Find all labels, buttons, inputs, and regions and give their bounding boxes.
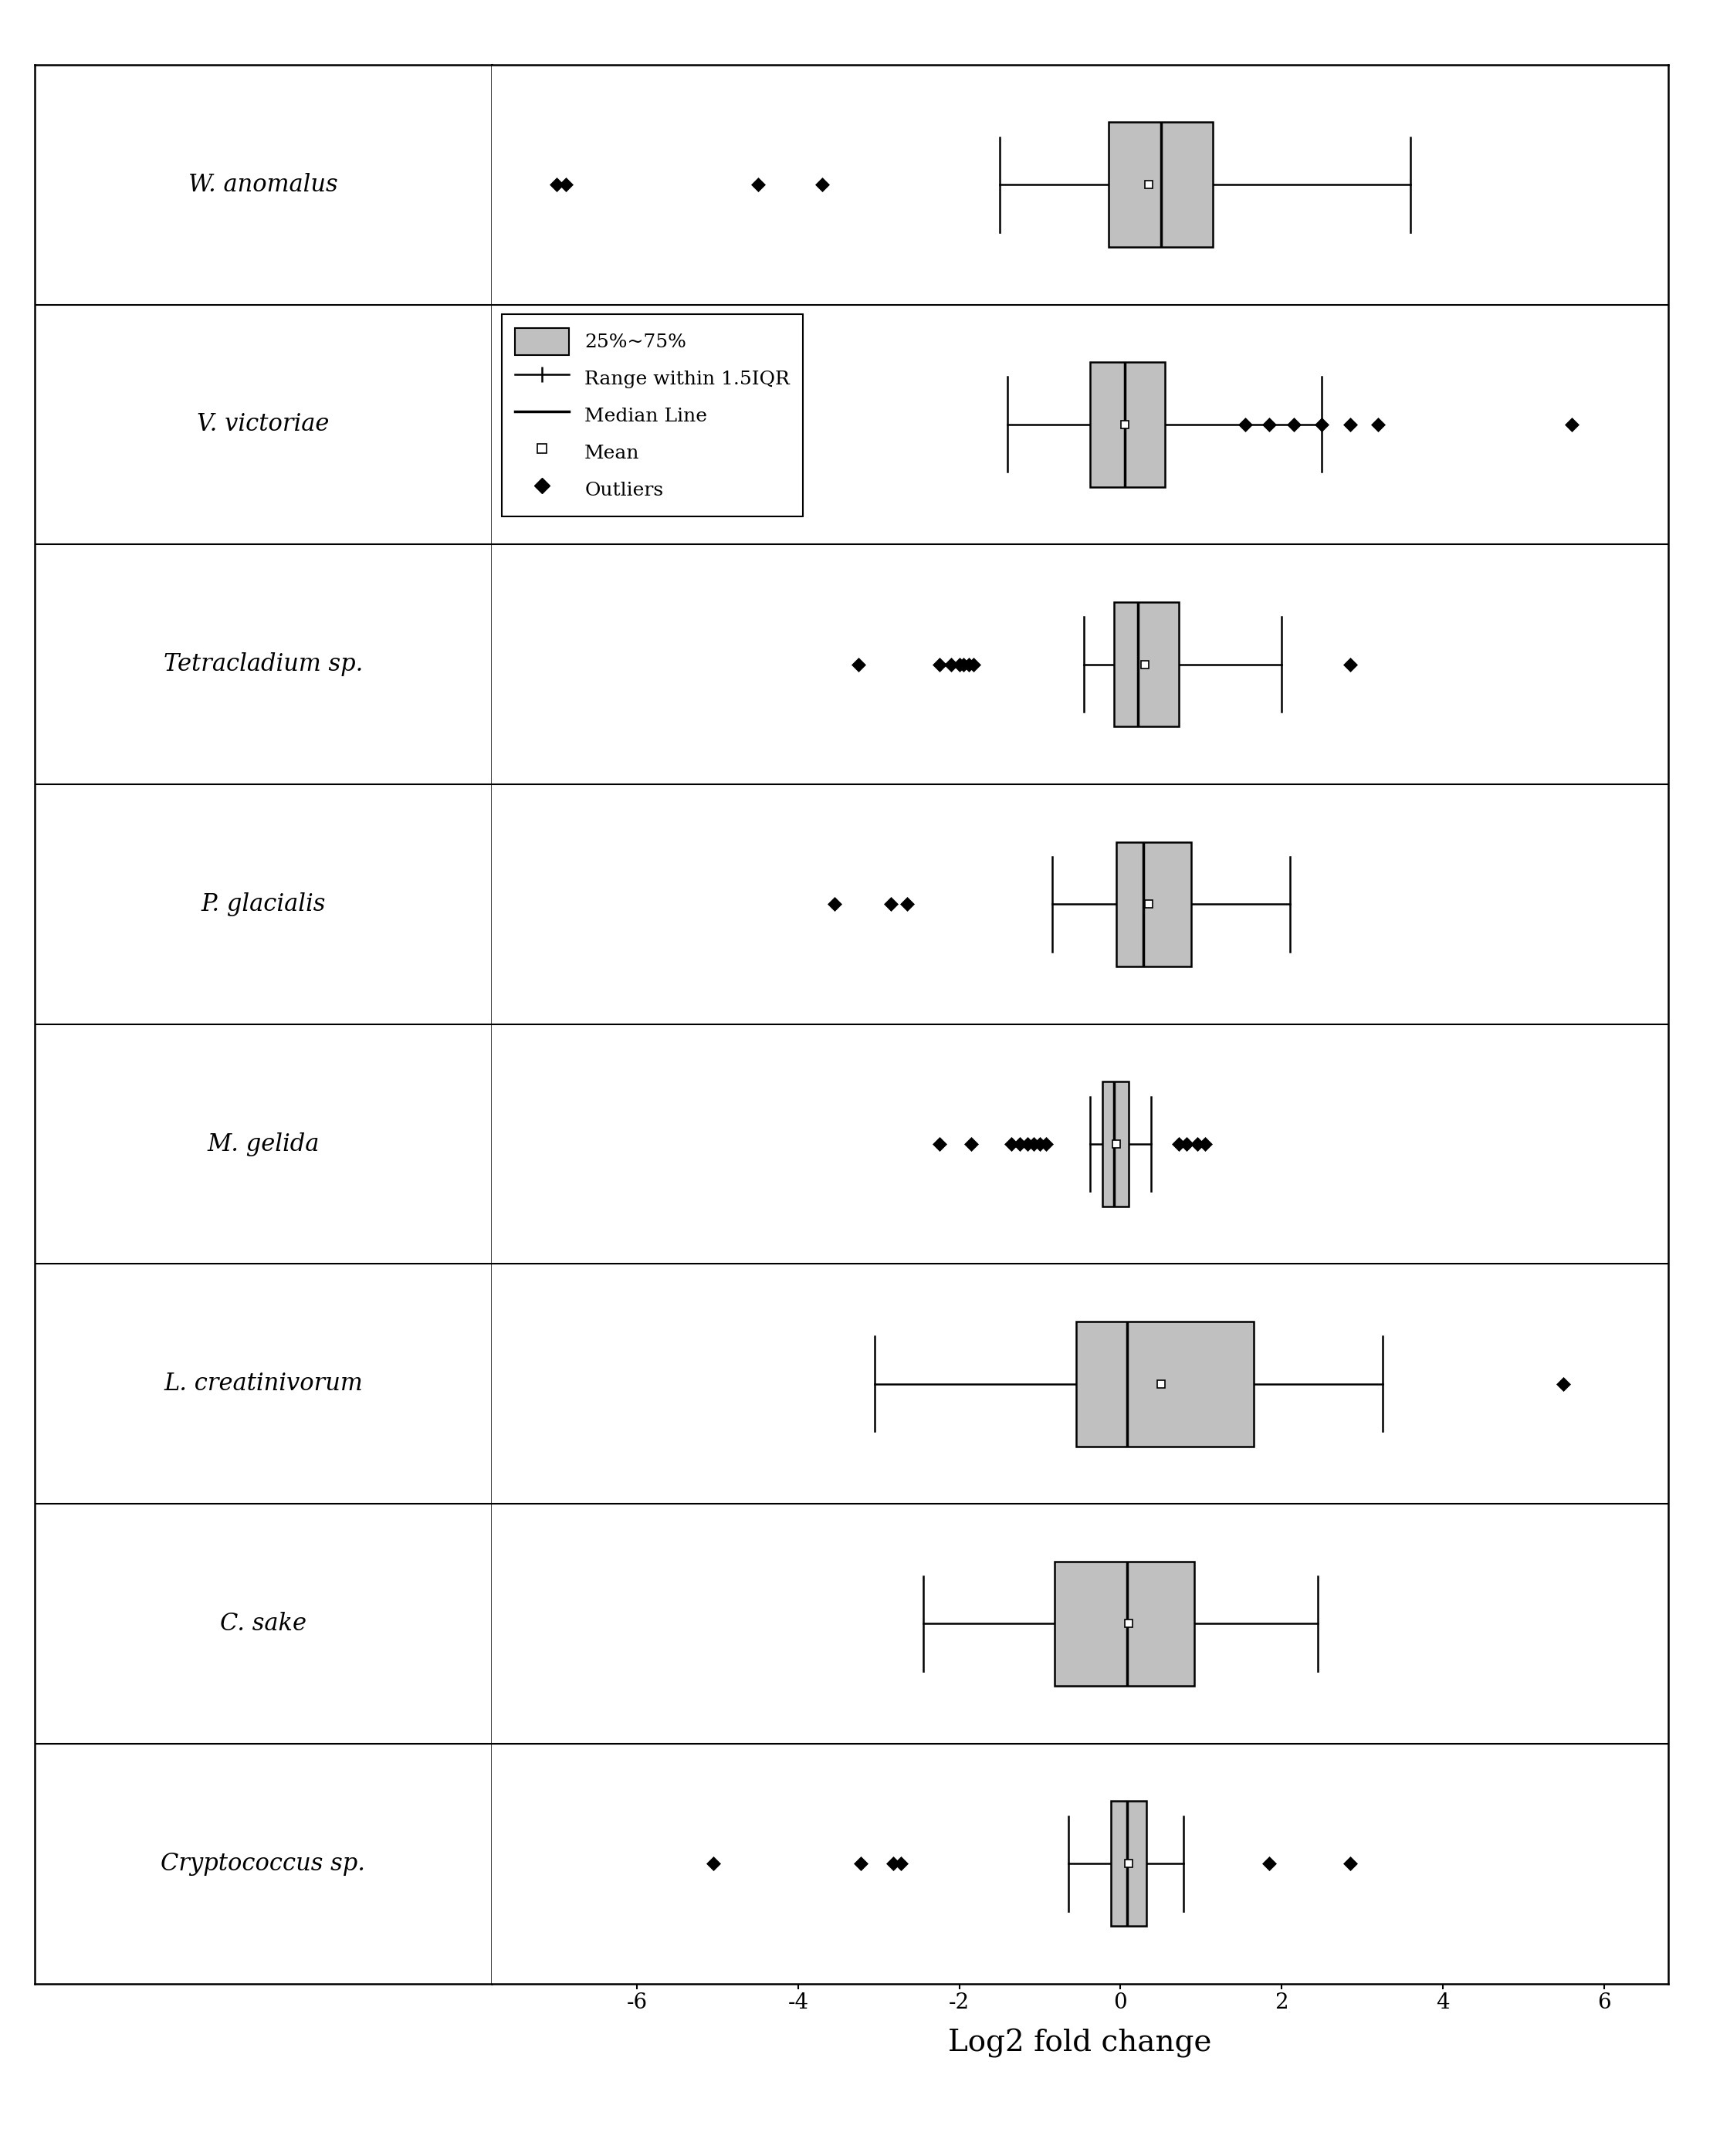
Text: M. gelida: M. gelida [206,1132,320,1156]
Bar [1054,1561,1195,1686]
Legend: 25%~75%, Range within 1.5IQR, Median Line, Mean, Outliers: 25%~75%, Range within 1.5IQR, Median Lin… [502,315,803,515]
Bar [1077,1322,1254,1447]
Text: Tetracladium sp.: Tetracladium sp. [163,653,363,677]
Bar [1090,362,1164,487]
Text: P. glacialis: P. glacialis [201,893,325,916]
Bar [1116,841,1192,966]
Bar [1115,602,1178,727]
Text: Cryptococcus sp.: Cryptococcus sp. [162,1852,365,1876]
Bar [1111,1800,1146,1925]
Text: W. anomalus: W. anomalus [189,172,337,196]
Bar [1103,1082,1128,1207]
Bar [1108,123,1213,248]
X-axis label: Log2 fold change: Log2 fold change [948,2029,1213,2057]
Text: L. creatinivorum: L. creatinivorum [163,1371,363,1395]
Text: V. victoriae: V. victoriae [198,412,329,436]
Text: C. sake: C. sake [220,1613,306,1636]
